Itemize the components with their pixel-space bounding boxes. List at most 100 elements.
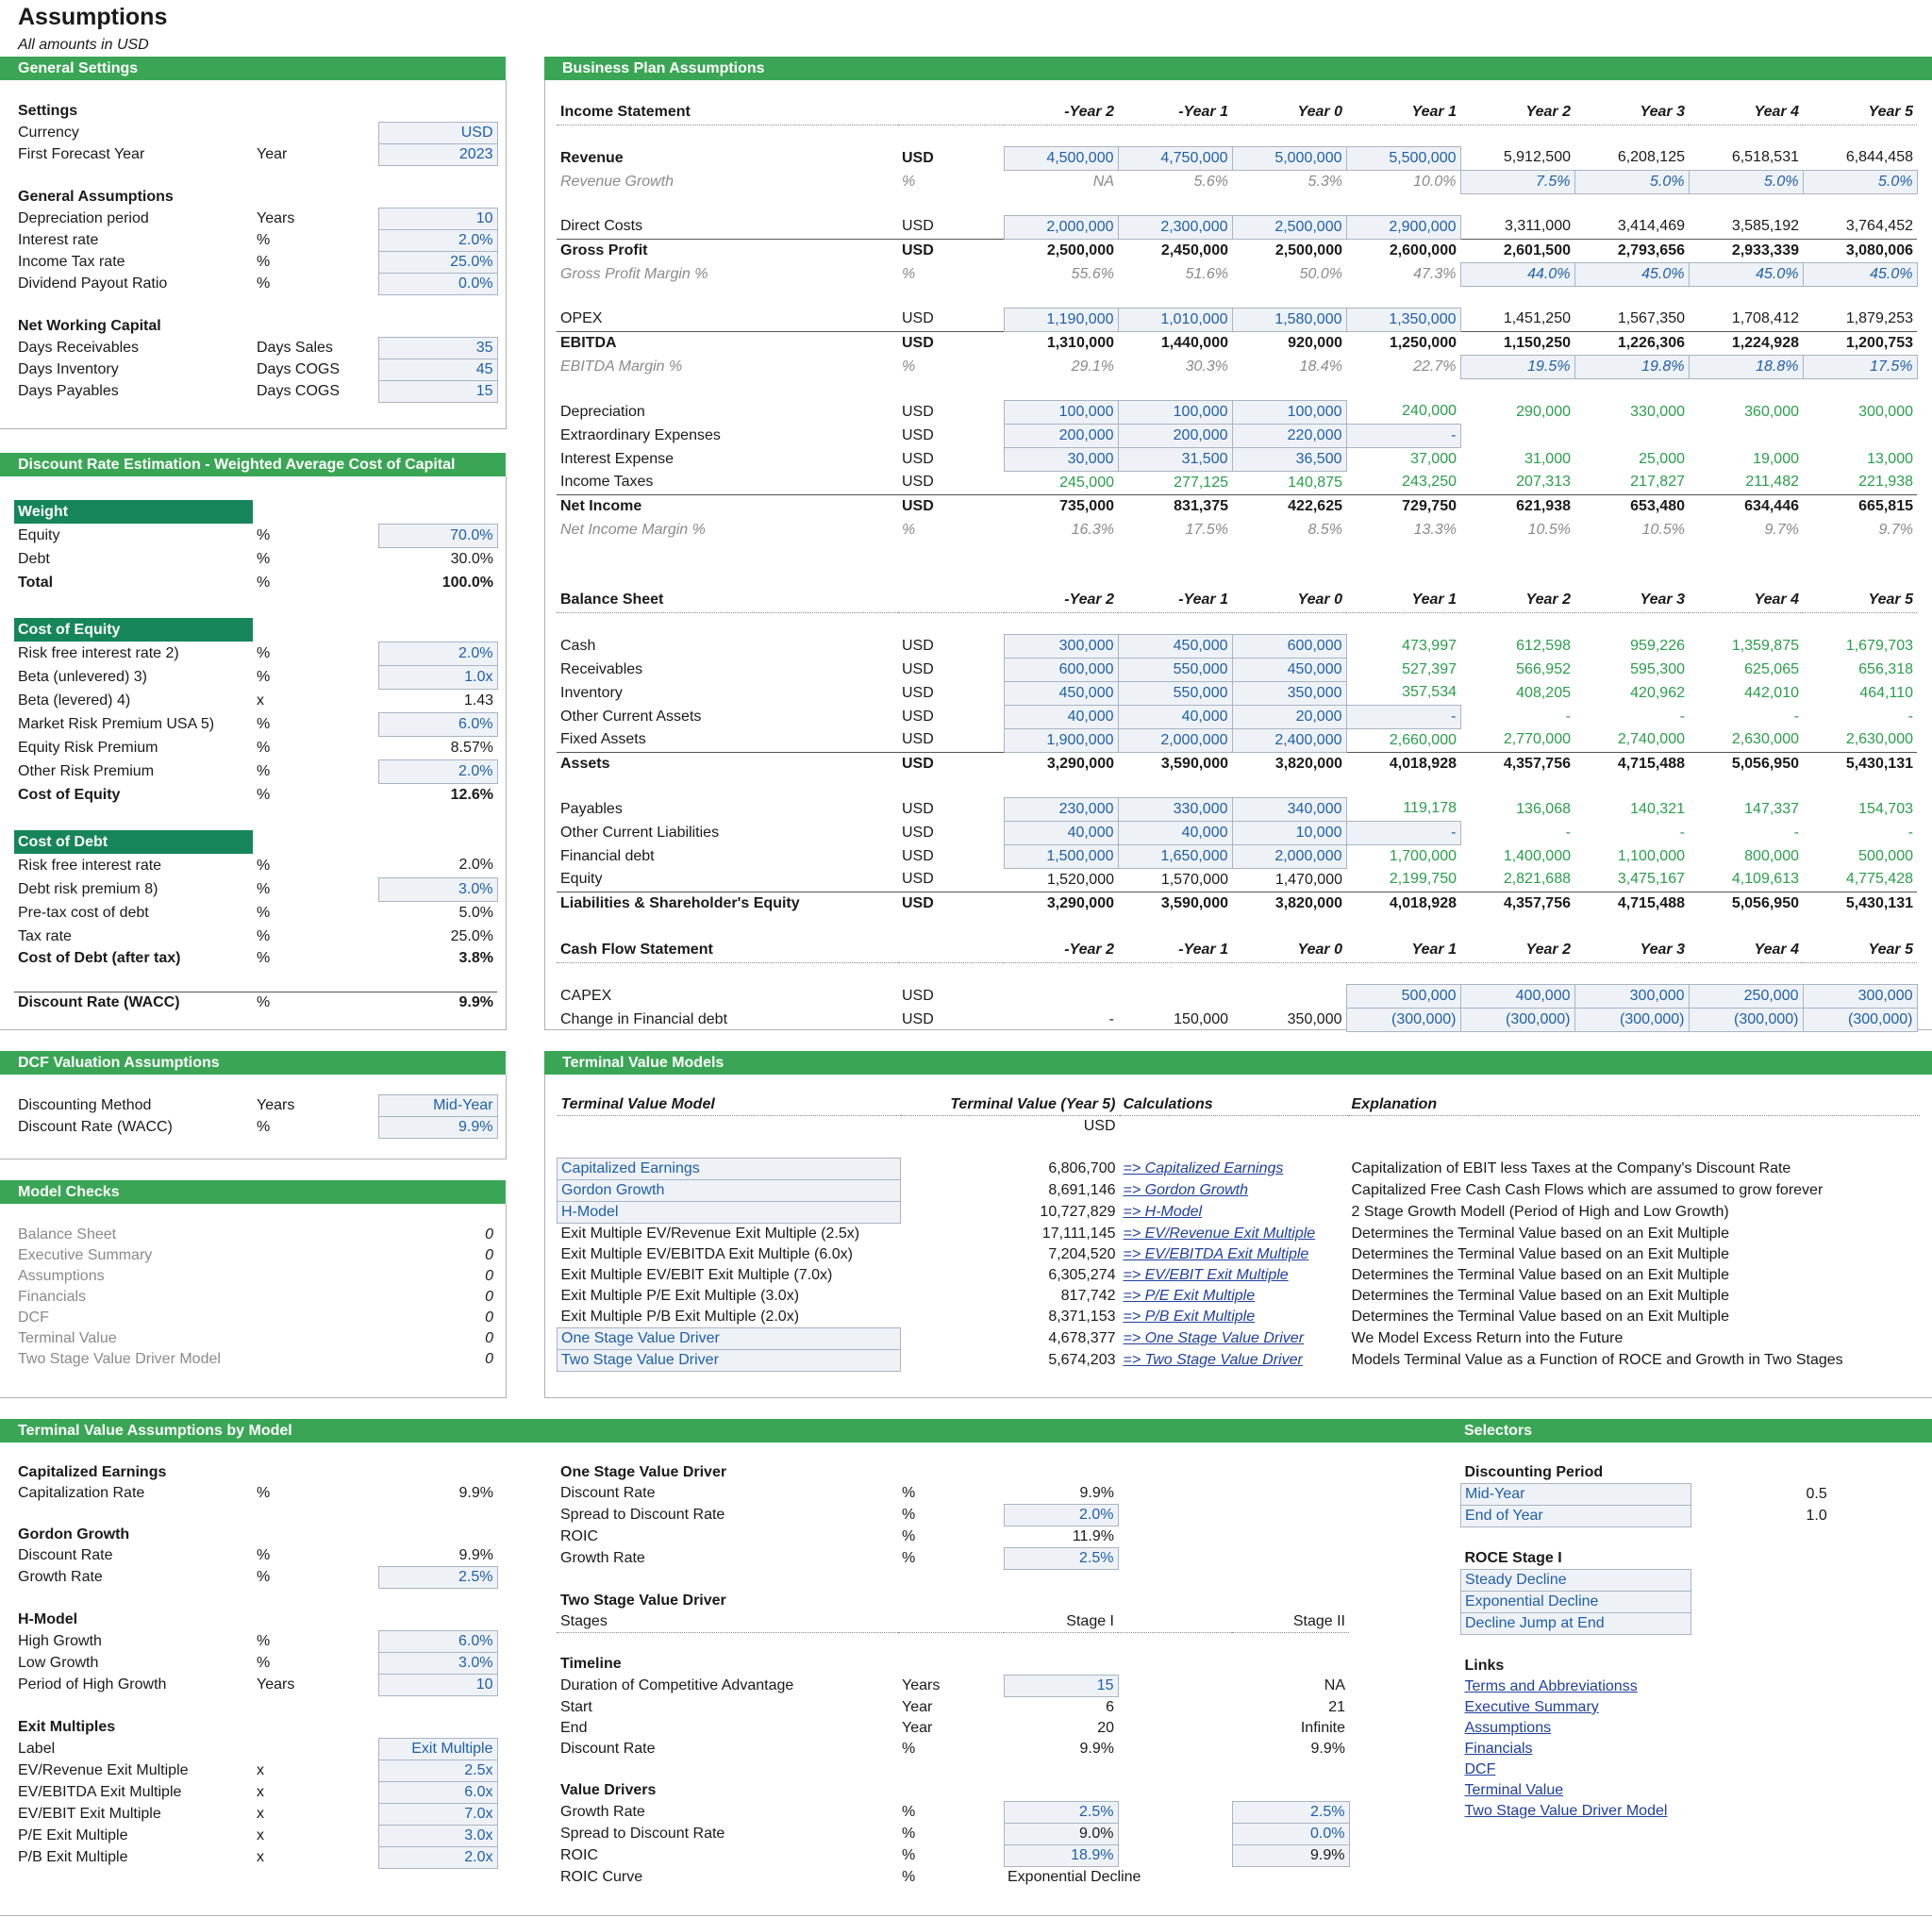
bp-input-cell[interactable]: 45.0% [1574, 261, 1690, 287]
bp-input-cell[interactable]: 40,000 [1003, 704, 1119, 729]
bp-input-cell[interactable]: 5,000,000 [1231, 145, 1347, 171]
bp-input-cell[interactable]: 4,500,000 [1003, 145, 1119, 171]
discounting-method-select[interactable]: Mid-Year [377, 1094, 498, 1117]
coe-input[interactable]: 6.0% [377, 711, 498, 737]
em-input[interactable]: 3.0x [377, 1825, 498, 1847]
bp-input-cell[interactable]: 500,000 [1345, 983, 1461, 1009]
link-terminal-value[interactable]: Terminal Value [1464, 1782, 1564, 1798]
tv-calc-link[interactable]: => One Stage Value Driver [1123, 1330, 1305, 1346]
vd-s2-input[interactable]: 2.5% [1231, 1801, 1350, 1824]
tv-calc-link[interactable]: => EV/EBITDA Exit Multiple [1123, 1246, 1309, 1262]
bp-input-cell[interactable]: 550,000 [1117, 657, 1233, 682]
vd-s2-input[interactable]: 0.0% [1231, 1823, 1350, 1845]
bp-input-cell[interactable]: 10,000 [1231, 820, 1347, 845]
bp-input-cell[interactable]: 2,300,000 [1117, 214, 1233, 240]
bp-input-cell[interactable]: 40,000 [1117, 820, 1233, 845]
bp-input-cell[interactable]: 2,000,000 [1231, 843, 1347, 869]
bp-input-cell[interactable]: 1,190,000 [1003, 307, 1119, 332]
bp-input-cell[interactable]: 100,000 [1003, 399, 1119, 425]
bp-input-cell[interactable]: (300,000) [1802, 1007, 1918, 1032]
bp-input-cell[interactable]: 19.8% [1574, 354, 1690, 379]
roce-option[interactable]: Exponential Decline [1460, 1591, 1691, 1613]
equity-weight-input[interactable]: 70.0% [377, 523, 498, 548]
bp-input-cell[interactable]: 1,650,000 [1117, 843, 1233, 869]
hm-input[interactable]: 6.0% [377, 1630, 498, 1653]
link-assumptions[interactable]: Assumptions [1464, 1720, 1552, 1736]
bp-input-cell[interactable]: 2,500,000 [1231, 214, 1347, 240]
bp-input-cell[interactable]: 2,000,000 [1003, 214, 1119, 240]
dp-option[interactable]: Mid-Year [1460, 1483, 1691, 1506]
bp-input-cell[interactable]: 5,500,000 [1345, 145, 1461, 171]
bp-input-cell[interactable]: 600,000 [1003, 657, 1119, 682]
vd-s1-value[interactable]: 9.0% [1003, 1823, 1119, 1845]
bp-input-cell[interactable]: (300,000) [1574, 1007, 1690, 1032]
bp-input-cell[interactable]: - [1345, 423, 1461, 448]
bp-input-cell[interactable]: 250,000 [1688, 983, 1804, 1009]
nwc-input[interactable]: 35 [377, 337, 498, 359]
bp-input-cell[interactable]: - [1345, 820, 1461, 845]
em-input[interactable]: 6.0x [377, 1781, 498, 1804]
osvd-input[interactable]: 2.0% [1003, 1504, 1119, 1526]
tv-model-name[interactable]: One Stage Value Driver [557, 1327, 901, 1350]
bp-input-cell[interactable]: 1,010,000 [1117, 307, 1233, 332]
bp-input-cell[interactable]: 30,000 [1003, 446, 1119, 472]
bp-input-cell[interactable]: 100,000 [1117, 399, 1233, 425]
bp-input-cell[interactable]: 7.5% [1459, 169, 1575, 194]
tv-model-name[interactable]: H-Model [557, 1201, 901, 1224]
bp-input-cell[interactable]: (300,000) [1345, 1007, 1461, 1032]
dcf-wacc-value[interactable]: 9.9% [377, 1116, 498, 1139]
currency-input[interactable]: USD [377, 122, 498, 144]
ga-input[interactable]: 10 [377, 208, 498, 230]
bp-input-cell[interactable]: 1,350,000 [1345, 307, 1461, 332]
bp-input-cell[interactable]: 200,000 [1003, 423, 1119, 448]
duration-input[interactable]: 15 [1003, 1675, 1119, 1697]
link-terms[interactable]: Terms and Abbreviationss [1464, 1678, 1638, 1694]
bp-input-cell[interactable]: 44.0% [1459, 261, 1575, 287]
tv-calc-link[interactable]: => P/E Exit Multiple [1123, 1288, 1256, 1304]
cod-input[interactable]: 3.0% [377, 876, 498, 902]
bp-input-cell[interactable]: 5.0% [1688, 169, 1804, 194]
bp-input-cell[interactable]: 20,000 [1231, 704, 1347, 729]
link-dcf[interactable]: DCF [1464, 1761, 1496, 1777]
coe-input[interactable]: 1.0x [377, 664, 498, 690]
tv-model-name[interactable]: Capitalized Earnings [557, 1158, 901, 1180]
bp-input-cell[interactable]: 2,000,000 [1117, 727, 1233, 753]
bp-input-cell[interactable]: 300,000 [1003, 633, 1119, 659]
nwc-input[interactable]: 15 [377, 380, 498, 403]
bp-input-cell[interactable]: - [1345, 704, 1461, 729]
tv-calc-link[interactable]: => Two Stage Value Driver [1123, 1352, 1303, 1368]
first-year-input[interactable]: 2023 [377, 143, 498, 166]
bp-input-cell[interactable]: 330,000 [1117, 796, 1233, 822]
coe-input[interactable]: 2.0% [377, 641, 498, 666]
bp-input-cell[interactable]: 1,900,000 [1003, 727, 1119, 753]
ga-input[interactable]: 0.0% [377, 273, 498, 295]
bp-input-cell[interactable]: 45.0% [1688, 261, 1804, 287]
ga-input[interactable]: 2.0% [377, 229, 498, 252]
bp-input-cell[interactable]: 45.0% [1802, 261, 1918, 287]
bp-input-cell[interactable]: 200,000 [1117, 423, 1233, 448]
bp-input-cell[interactable]: 19.5% [1459, 354, 1575, 379]
em-input[interactable]: 7.0x [377, 1803, 498, 1826]
bp-input-cell[interactable]: (300,000) [1459, 1007, 1575, 1032]
bp-input-cell[interactable]: 40,000 [1117, 704, 1233, 729]
bp-input-cell[interactable]: 36,500 [1231, 446, 1347, 472]
coe-input[interactable]: 2.0% [377, 759, 498, 784]
nwc-input[interactable]: 45 [377, 359, 498, 381]
bp-input-cell[interactable]: 5.0% [1802, 169, 1918, 194]
roce-option[interactable]: Decline Jump at End [1460, 1612, 1691, 1635]
bp-input-cell[interactable]: 300,000 [1802, 983, 1918, 1009]
bp-input-cell[interactable]: 1,500,000 [1003, 843, 1119, 869]
tv-calc-link[interactable]: => Gordon Growth [1123, 1182, 1249, 1198]
bp-input-cell[interactable]: 2,400,000 [1231, 727, 1347, 753]
tv-model-name[interactable]: Two Stage Value Driver [557, 1349, 901, 1372]
ga-input[interactable]: 25.0% [377, 251, 498, 274]
bp-input-cell[interactable]: 1,580,000 [1231, 307, 1347, 332]
bp-input-cell[interactable]: 550,000 [1117, 680, 1233, 706]
bp-input-cell[interactable]: 5.0% [1574, 169, 1690, 194]
bp-input-cell[interactable]: 220,000 [1231, 423, 1347, 448]
bp-input-cell[interactable]: 600,000 [1231, 633, 1347, 659]
bp-input-cell[interactable]: 18.8% [1688, 354, 1804, 379]
bp-input-cell[interactable]: 31,500 [1117, 446, 1233, 472]
link-executive-summary[interactable]: Executive Summary [1464, 1699, 1599, 1715]
tv-calc-link[interactable]: => P/B Exit Multiple [1123, 1309, 1256, 1326]
